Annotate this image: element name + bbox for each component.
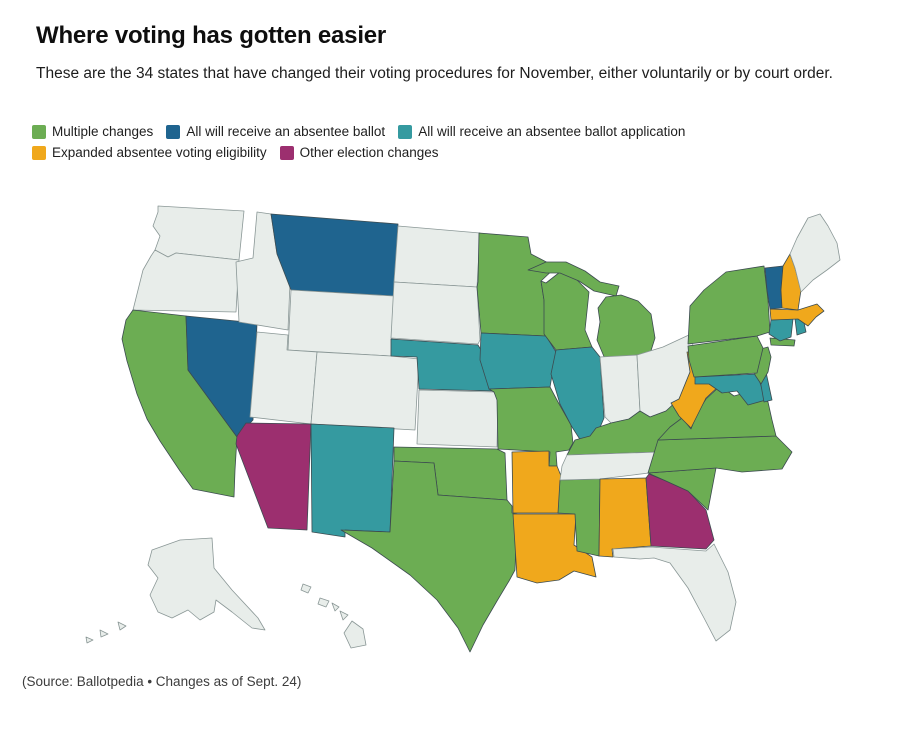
legend-label: Other election changes bbox=[299, 145, 439, 160]
state-florida bbox=[612, 543, 737, 642]
state-alabama bbox=[598, 477, 652, 558]
state-montana bbox=[270, 213, 399, 297]
state-washington bbox=[152, 205, 245, 261]
state-new-mexico bbox=[310, 423, 395, 538]
legend-row: Multiple changes All will receive an abse… bbox=[32, 124, 892, 139]
legend-item-ballot: All will receive an absentee ballot bbox=[166, 124, 385, 139]
legend-swatch-expanded bbox=[32, 145, 46, 160]
source-note: (Source: Ballotpedia • Changes as of Sep… bbox=[22, 674, 302, 689]
state-connecticut bbox=[768, 318, 794, 342]
state-kansas bbox=[416, 389, 499, 448]
state-texas bbox=[340, 460, 518, 653]
legend-swatch-other bbox=[279, 145, 294, 160]
legend-swatch-application bbox=[398, 124, 413, 139]
state-north-dakota bbox=[393, 225, 481, 288]
state-missouri bbox=[488, 386, 574, 467]
legend-item-expanded: Expanded absentee voting eligibility bbox=[32, 145, 267, 160]
legend-label: Multiple changes bbox=[52, 124, 154, 139]
state-hawaii bbox=[300, 583, 367, 649]
legend-swatch-multiple bbox=[32, 124, 46, 139]
subtitle: These are the 34 states that have change… bbox=[36, 65, 833, 82]
state-south-dakota bbox=[390, 281, 481, 345]
state-maine bbox=[789, 213, 841, 293]
legend-label: Expanded absentee voting eligibility bbox=[52, 145, 267, 160]
state-massachusetts bbox=[769, 303, 825, 327]
legend-row: Expanded absentee voting eligibility Othe… bbox=[32, 145, 892, 160]
header: Where voting has gotten easier These are… bbox=[36, 22, 884, 86]
legend-label: All will receive an absentee ballot bbox=[186, 124, 386, 139]
state-alaska bbox=[85, 537, 266, 644]
legend-label: All will receive an absentee ballot appl… bbox=[418, 124, 686, 139]
page-title: Where voting has gotten easier bbox=[36, 22, 387, 49]
state-iowa bbox=[479, 332, 557, 390]
state-michigan bbox=[527, 261, 656, 360]
state-louisiana bbox=[512, 513, 597, 584]
legend-swatch-ballot bbox=[166, 124, 181, 139]
state-oregon bbox=[132, 249, 240, 313]
state-wyoming bbox=[287, 289, 395, 357]
legend: Multiple changes All will receive an abse… bbox=[32, 124, 892, 166]
state-colorado bbox=[310, 351, 420, 431]
legend-item-multiple: Multiple changes bbox=[32, 124, 153, 139]
state-north-carolina bbox=[647, 435, 793, 474]
legend-item-other: Other election changes bbox=[279, 145, 439, 160]
state-new-york bbox=[687, 265, 796, 347]
state-arizona bbox=[235, 422, 312, 531]
state-nevada bbox=[185, 315, 258, 438]
legend-item-application: All will receive an absentee ballot appl… bbox=[398, 124, 685, 139]
state-indiana bbox=[599, 354, 641, 424]
